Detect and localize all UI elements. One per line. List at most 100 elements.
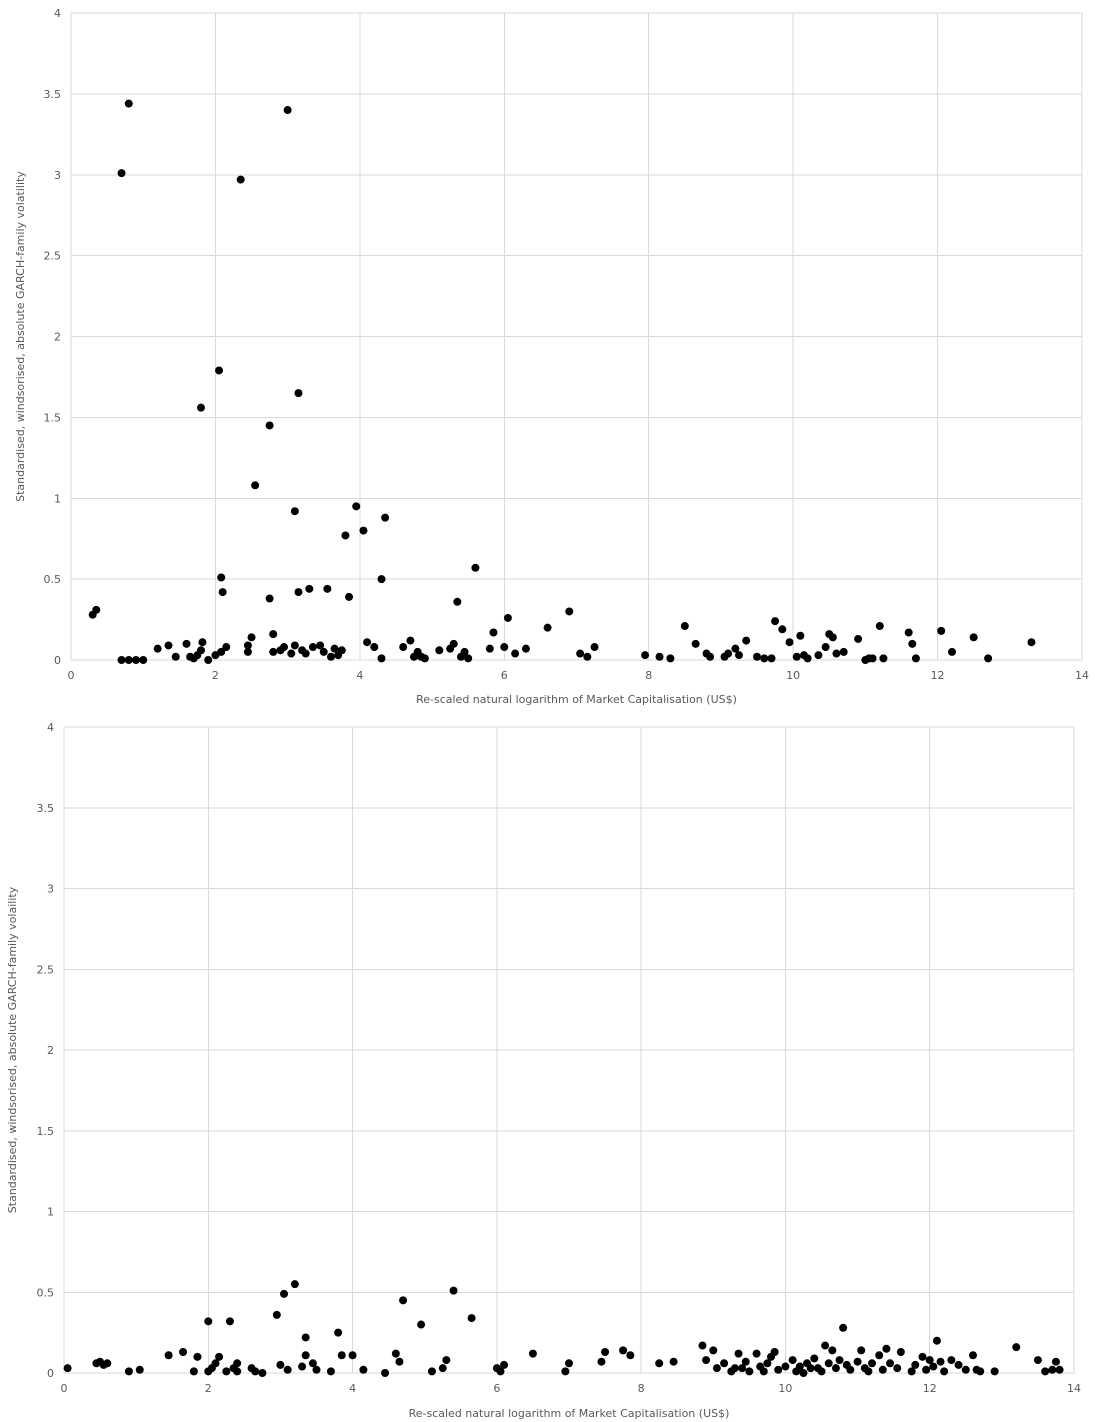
- data-point: [879, 654, 888, 663]
- data-point: [597, 1357, 606, 1366]
- data-point: [752, 1349, 761, 1358]
- data-point: [1041, 1367, 1050, 1376]
- data-point: [243, 647, 252, 656]
- y-axis-title: Standardised, windsorised, absolute GARC…: [6, 886, 19, 1213]
- data-point: [1051, 1357, 1060, 1366]
- data-point: [666, 654, 675, 663]
- data-point: [832, 649, 841, 658]
- data-point: [709, 1346, 718, 1355]
- data-point: [712, 1364, 721, 1373]
- data-point: [878, 1365, 887, 1374]
- data-point: [932, 1336, 941, 1345]
- data-point: [771, 617, 780, 626]
- data-point: [824, 1359, 833, 1368]
- data-point: [467, 1314, 476, 1323]
- data-points: [88, 99, 1036, 664]
- data-point: [730, 1364, 739, 1373]
- data-point: [225, 1317, 234, 1326]
- data-point: [576, 649, 585, 658]
- data-point: [565, 1359, 573, 1368]
- data-point: [391, 1349, 400, 1358]
- y-tick-label: 0.5: [44, 573, 62, 586]
- data-point: [778, 625, 787, 634]
- data-point: [864, 1367, 873, 1376]
- data-point: [63, 1364, 72, 1373]
- data-point: [381, 1369, 390, 1377]
- data-point: [399, 1296, 408, 1305]
- data-point: [290, 507, 299, 516]
- data-point: [500, 1360, 509, 1369]
- data-point: [828, 1346, 837, 1355]
- x-tick-label: 0: [61, 1382, 68, 1395]
- data-point: [287, 649, 296, 658]
- data-point: [976, 1367, 985, 1376]
- data-point: [280, 1289, 289, 1298]
- data-point: [453, 597, 462, 606]
- data-point: [449, 1286, 458, 1295]
- data-point: [131, 656, 140, 664]
- data-point: [348, 1351, 357, 1360]
- data-point: [233, 1367, 242, 1376]
- data-point: [124, 656, 133, 664]
- data-point: [655, 652, 664, 661]
- data-point: [781, 1362, 790, 1371]
- data-point: [198, 638, 207, 647]
- data-point: [103, 1359, 112, 1368]
- data-point: [828, 633, 837, 642]
- data-point: [947, 1356, 956, 1365]
- data-point: [961, 1365, 970, 1374]
- data-point: [139, 656, 148, 664]
- data-point: [908, 639, 917, 648]
- scatter-chart-top: 0 0.5 1 1.5 2 2.5 3 3.5 4 0 2 4 6 8 10 12 14 Re-scaled n…: [14, 7, 1089, 706]
- data-point: [294, 389, 303, 398]
- data-point: [222, 643, 231, 652]
- y-tick-label: 2.5: [44, 250, 62, 263]
- data-point: [193, 1352, 202, 1361]
- data-point: [215, 1352, 224, 1361]
- data-point: [341, 531, 350, 540]
- data-point: [853, 1357, 862, 1366]
- data-point: [565, 607, 574, 616]
- data-point: [500, 643, 509, 652]
- data-point: [370, 643, 379, 652]
- data-point: [936, 1357, 945, 1366]
- data-point: [438, 1364, 447, 1373]
- data-point: [153, 644, 162, 653]
- data-point: [738, 1364, 747, 1373]
- data-point: [363, 638, 372, 647]
- y-tick-label: 3: [47, 883, 54, 896]
- data-point: [464, 654, 473, 663]
- data-point: [795, 1362, 804, 1371]
- data-point: [117, 169, 126, 178]
- data-point: [222, 1367, 231, 1376]
- data-point: [294, 588, 303, 597]
- data-point: [911, 654, 920, 663]
- data-point: [265, 421, 274, 430]
- data-point: [420, 654, 429, 663]
- y-axis-title: Standardised, windsorised, absolute GARC…: [14, 171, 27, 502]
- data-point: [301, 1333, 310, 1342]
- data-point: [759, 1367, 768, 1376]
- y-tick-label: 4: [47, 721, 54, 734]
- data-point: [954, 1360, 963, 1369]
- data-point: [753, 652, 762, 661]
- data-point: [334, 1328, 343, 1337]
- data-point: [211, 1359, 220, 1368]
- x-tick-label: 8: [645, 669, 652, 682]
- data-point: [258, 1369, 267, 1377]
- data-point: [760, 654, 769, 663]
- x-tick-label: 6: [493, 1382, 500, 1395]
- x-axis-title: Re-scaled natural logarithm of Market Ca…: [416, 693, 737, 706]
- data-point: [196, 403, 205, 412]
- data-point: [857, 1346, 866, 1355]
- data-point: [731, 644, 740, 653]
- data-point: [217, 647, 226, 656]
- data-point: [846, 1365, 855, 1374]
- data-point: [720, 1359, 729, 1368]
- data-point: [290, 641, 299, 650]
- data-point: [814, 651, 823, 660]
- data-point: [399, 643, 408, 652]
- data-point: [839, 1323, 848, 1332]
- data-point: [359, 526, 368, 535]
- data-point: [471, 563, 480, 572]
